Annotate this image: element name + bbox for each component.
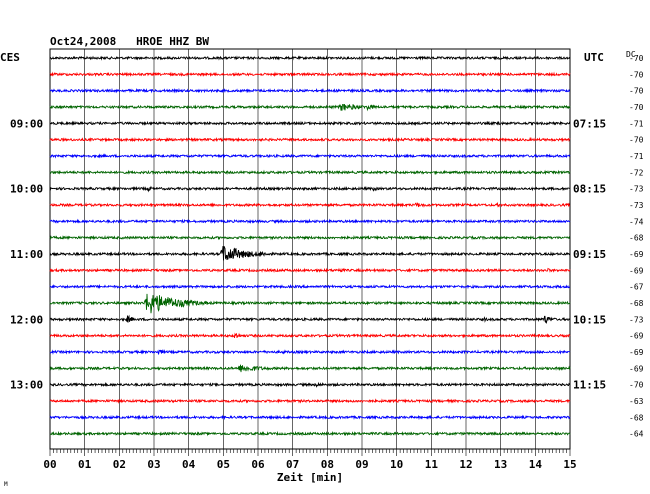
dc-header-label: DC	[626, 50, 636, 59]
x-tick-label: 03	[147, 458, 160, 471]
x-tick-label: 09	[355, 458, 368, 471]
seismic-trace	[49, 314, 571, 325]
x-tick-label: 10	[390, 458, 403, 471]
x-tick-label: 11	[425, 458, 439, 471]
dc-offset-label: -70	[629, 54, 644, 63]
x-tick-label: 04	[182, 458, 196, 471]
dc-offset-label: -69	[629, 266, 644, 275]
grid-lines	[49, 48, 571, 450]
x-axis: 00 01 02 03 04 05 06 07 08 09 10 11 12 13 14 15	[43, 449, 577, 471]
seismic-trace	[49, 348, 571, 355]
seismic-trace	[49, 218, 571, 225]
left-time-label: 13:00	[10, 379, 43, 392]
x-tick-label: 12	[459, 458, 472, 471]
dc-offset-label: -70	[629, 87, 644, 96]
dc-offset-label: -73	[629, 201, 644, 210]
left-time-label: 09:00	[10, 117, 43, 130]
seismic-trace	[49, 169, 571, 176]
x-tick-label: 05	[217, 458, 230, 471]
seismic-trace	[49, 234, 571, 241]
x-tick-label: 07	[286, 458, 299, 471]
x-tick-label: 15	[563, 458, 576, 471]
seismic-trace	[49, 381, 571, 388]
x-tick-label: 14	[529, 458, 543, 471]
right-timezone-label: UTC	[584, 51, 604, 64]
seismic-trace	[49, 332, 571, 339]
x-tick-label: 01	[78, 458, 92, 471]
dc-offset-label: -70	[629, 103, 644, 112]
seismic-trace	[49, 87, 570, 94]
corner-mark: M	[4, 481, 8, 488]
seismic-trace	[49, 153, 571, 159]
x-axis-label: Zeit [min]	[277, 471, 343, 484]
dc-offset-label: -69	[629, 332, 644, 341]
right-time-label: 07:15	[573, 117, 606, 130]
x-tick-label: 08	[321, 458, 334, 471]
dc-offset-label: -67	[629, 283, 644, 292]
seismic-trace	[49, 136, 571, 143]
seismic-trace	[49, 267, 571, 274]
x-tick-label: 02	[113, 458, 126, 471]
seismic-trace	[49, 55, 571, 61]
left-time-label: 10:00	[10, 183, 43, 196]
dc-offset-label: -73	[629, 185, 644, 194]
dc-offset-label: -74	[629, 217, 644, 226]
dc-offset-label: -72	[629, 168, 644, 177]
left-time-label: 12:00	[10, 313, 43, 326]
seismic-trace	[49, 414, 571, 421]
x-tick-label: 00	[43, 458, 56, 471]
seismic-trace	[49, 398, 571, 404]
left-timezone-label: CES	[0, 51, 20, 64]
seismic-trace	[49, 246, 571, 261]
x-tick-label: 06	[251, 458, 265, 471]
dc-offset-label: -70	[629, 381, 644, 390]
seismic-trace	[49, 283, 571, 290]
dc-offset-label: -64	[629, 430, 644, 439]
right-time-label: 09:15	[573, 248, 606, 261]
dc-offset-label: -69	[629, 364, 644, 373]
dc-offset-label: -68	[629, 234, 644, 243]
right-time-label: 10:15	[573, 313, 606, 326]
dc-offset-label: -68	[629, 413, 644, 422]
dc-offset-label: -73	[629, 315, 644, 324]
seismic-trace	[49, 201, 571, 208]
x-tick-label: 13	[494, 458, 507, 471]
chart-title: Oct24,2008 HROE HHZ BW	[50, 35, 209, 48]
seismic-trace	[49, 430, 571, 437]
dc-offset-label: -70	[629, 70, 644, 79]
dc-offset-label: -71	[629, 152, 644, 161]
seismic-trace	[49, 71, 571, 78]
trace-group	[49, 55, 571, 437]
seismic-trace	[49, 120, 571, 127]
right-time-label: 11:15	[573, 379, 606, 392]
dc-offset-label: -70	[629, 136, 644, 145]
seismic-trace	[49, 364, 571, 373]
dc-offset-label: -69	[629, 348, 644, 357]
time-labels: 09:00 10:00 11:00 12:00 13:00 07:15 08:15 09:15…	[10, 54, 644, 439]
seismic-trace	[49, 293, 571, 314]
dc-offset-label: -69	[629, 250, 644, 259]
dc-offset-label: -63	[629, 397, 644, 406]
dc-offset-label: -68	[629, 299, 644, 308]
seismic-trace	[49, 103, 571, 112]
seismic-trace	[49, 185, 571, 193]
right-time-label: 08:15	[573, 183, 606, 196]
dc-offset-label: -71	[629, 119, 644, 128]
left-time-label: 11:00	[10, 248, 43, 261]
